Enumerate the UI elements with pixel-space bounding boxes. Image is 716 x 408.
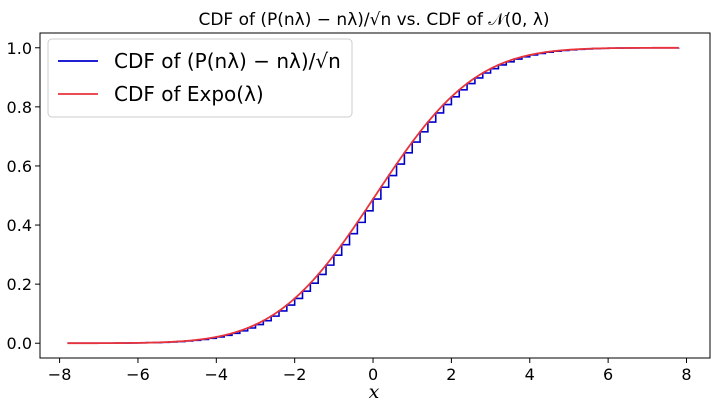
x-tick-label: 8 — [681, 365, 691, 384]
x-tick-label: 6 — [603, 365, 613, 384]
axes-frame — [39, 32, 711, 359]
x-axis-ticks: −8 −6 −4 −2 0 2 4 6 8 — [48, 358, 692, 384]
legend-box — [47, 38, 353, 118]
x-tick-label: 4 — [525, 365, 535, 384]
plot-area — [39, 32, 711, 359]
x-tick-label: −8 — [48, 365, 72, 384]
y-tick-label: 0.2 — [7, 275, 32, 294]
x-tick-label: 0 — [368, 365, 378, 384]
y-tick-label: 0.0 — [7, 334, 32, 353]
legend-label-expo-cdf: CDF of Expo(λ) — [114, 82, 264, 106]
legend: CDF of (P(nλ) − nλ)/√n CDF of Expo(λ) — [47, 38, 353, 118]
chart-title: CDF of (P(nλ) − nλ)/√n vs. CDF of 𝒩(0, λ… — [198, 10, 549, 30]
y-tick-label: 0.8 — [7, 98, 32, 117]
x-tick-label: −4 — [205, 365, 229, 384]
legend-label-step-cdf: CDF of (P(nλ) − nλ)/√n — [114, 49, 341, 73]
x-axis-label: x — [369, 381, 380, 403]
y-axis-ticks: 0.0 0.2 0.4 0.6 0.8 1.0 — [7, 39, 40, 353]
y-tick-label: 1.0 — [7, 39, 32, 58]
y-tick-label: 0.6 — [7, 157, 32, 176]
x-tick-label: −2 — [283, 365, 307, 384]
x-tick-label: 2 — [446, 365, 456, 384]
series-expo-cdf-line — [67, 46, 679, 345]
y-tick-label: 0.4 — [7, 216, 32, 235]
x-tick-label: −6 — [126, 365, 150, 384]
